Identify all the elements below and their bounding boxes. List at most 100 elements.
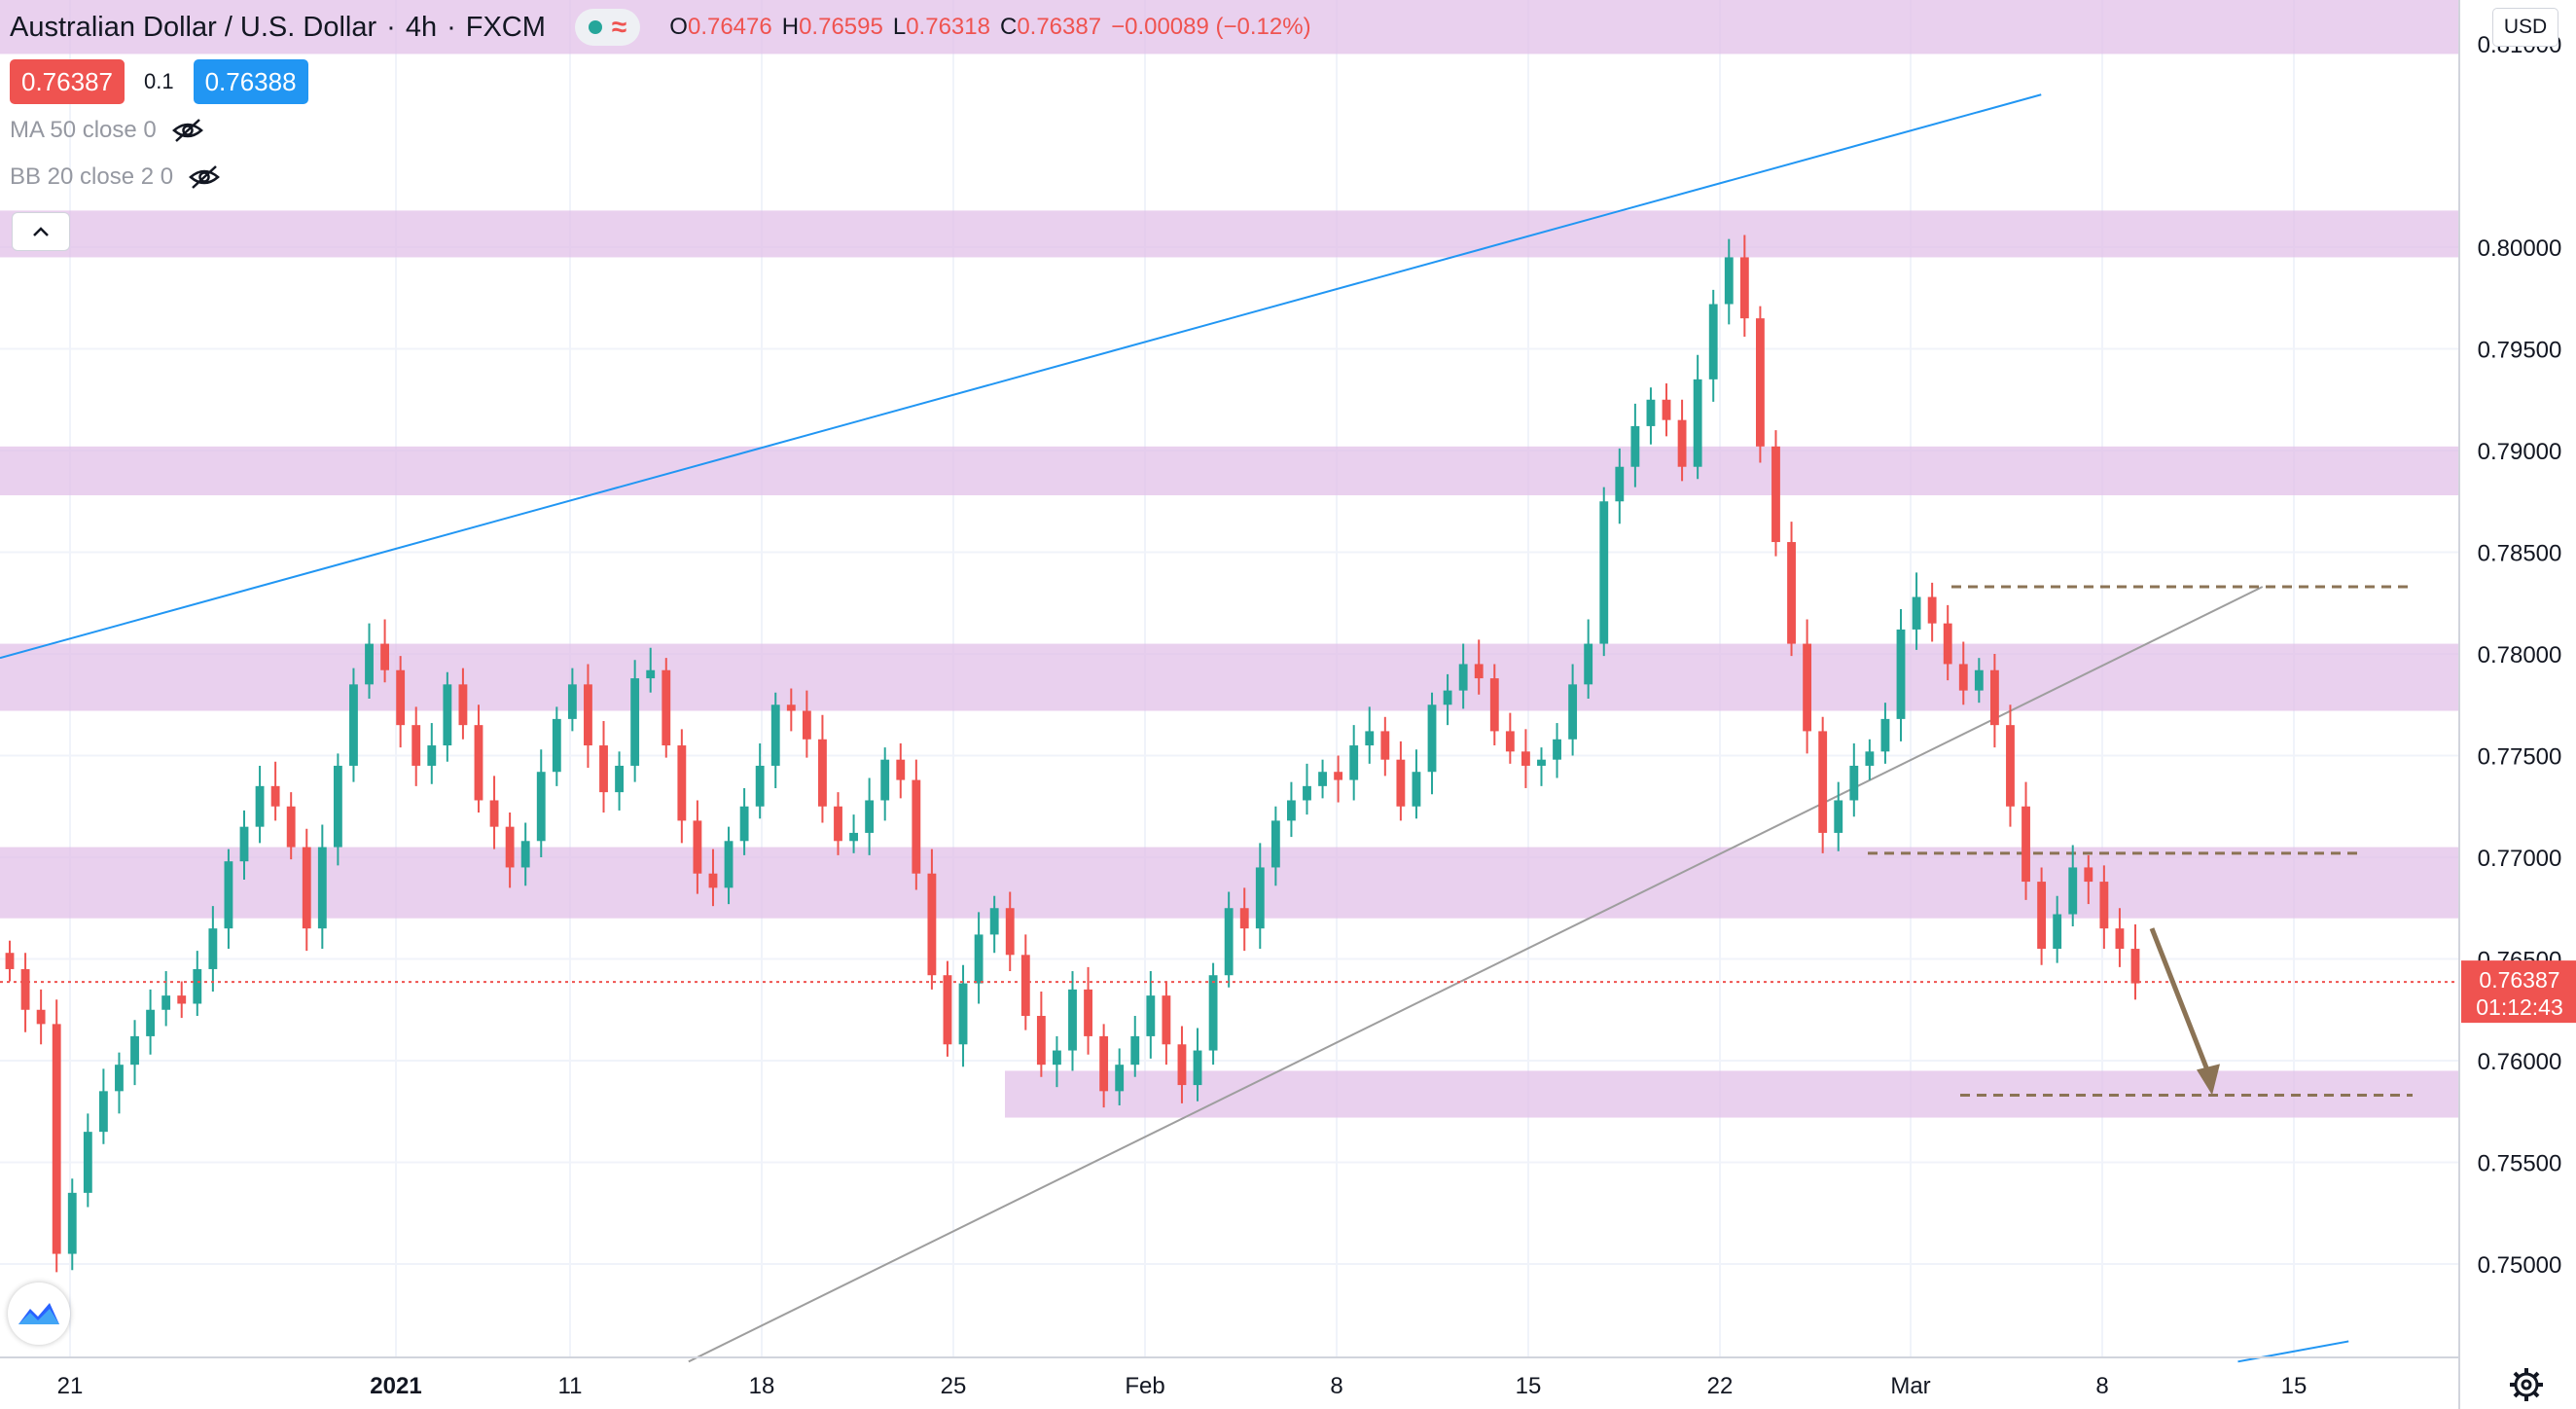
collapse-legend-button[interactable]: [12, 212, 70, 251]
candle-body: [1646, 399, 1656, 426]
buy-button[interactable]: 0.76388: [193, 59, 308, 104]
candle-body: [270, 785, 280, 807]
candle-body: [739, 806, 749, 842]
open-value: 0.76476: [687, 14, 772, 40]
market-open-icon: [588, 20, 602, 34]
candle-body: [1943, 623, 1952, 665]
candle-body: [1099, 1035, 1109, 1092]
price-tick-label: 0.77000: [2478, 846, 2562, 872]
candle-body: [1599, 501, 1609, 644]
candle-body: [1380, 731, 1390, 760]
candle-body: [505, 826, 515, 868]
candle-body: [83, 1132, 92, 1193]
candle-body: [615, 765, 624, 793]
eye-off-icon[interactable]: [187, 163, 222, 191]
time-tick-label: Feb: [1125, 1373, 1164, 1399]
candle-body: [770, 704, 780, 766]
candle-body: [708, 873, 718, 888]
price-zone: [0, 643, 2459, 711]
candle-body: [1318, 772, 1327, 786]
last-price-value: 0.76387: [2479, 967, 2559, 993]
change-value: −0.00089 (−0.12%): [1111, 14, 1311, 40]
chevron-up-icon: [33, 227, 49, 236]
candle-body: [2115, 928, 2125, 950]
candle-body: [333, 765, 342, 848]
candle-body: [818, 739, 827, 807]
price-tick-label: 0.79500: [2478, 338, 2562, 364]
tradingview-logo-icon[interactable]: [8, 1283, 70, 1345]
candle-body: [1505, 731, 1515, 752]
last-price-badge: [2461, 960, 2576, 1024]
time-tick-label: 15: [1516, 1373, 1542, 1399]
candle-body: [52, 1024, 61, 1254]
price-tick-label: 0.76000: [2478, 1049, 2562, 1075]
eye-off-icon[interactable]: [170, 117, 205, 144]
arrow-shaft: [2149, 927, 2213, 1079]
price-tick-label: 0.80000: [2478, 235, 2562, 262]
candle-body: [974, 934, 984, 984]
candle-body: [1755, 318, 1765, 447]
indicator-ma[interactable]: MA 50 close 0: [10, 117, 205, 144]
candle-body: [599, 745, 608, 793]
symbol-name[interactable]: Australian Dollar / U.S. Dollar: [10, 11, 377, 43]
time-tick-label: 8: [2095, 1373, 2108, 1399]
candle-body: [115, 1065, 124, 1092]
market-status[interactable]: ≈: [574, 9, 641, 46]
candle-body: [646, 669, 656, 679]
candle-body: [1615, 466, 1625, 502]
candle-body: [896, 759, 906, 780]
candle-body: [1349, 745, 1359, 780]
candle-body: [1053, 1050, 1061, 1066]
time-tick-label: 11: [558, 1373, 583, 1399]
candle-body: [1458, 664, 1468, 691]
candle-body: [693, 820, 702, 874]
gear-icon[interactable]: [2507, 1365, 2546, 1404]
candle-body: [2068, 867, 2078, 915]
candlestick-series: [5, 235, 2140, 1273]
candle-body: [208, 928, 218, 969]
candle-body: [1724, 257, 1734, 305]
candle-body: [958, 983, 968, 1045]
candle-body: [755, 765, 765, 807]
candle-body: [1708, 304, 1718, 379]
candle-body: [1334, 772, 1343, 780]
low-value: 0.76318: [906, 14, 990, 40]
exchange: FXCM: [465, 11, 546, 43]
candle-body: [849, 832, 858, 842]
candle-body: [724, 841, 733, 888]
candle-body: [1553, 739, 1561, 760]
candle-body: [1396, 759, 1406, 807]
candle-body: [36, 1009, 46, 1025]
candle-body: [161, 995, 171, 1010]
candle-body: [1818, 731, 1828, 833]
spread-value: 0.1: [143, 69, 174, 93]
indicator-bb[interactable]: BB 20 close 2 0: [10, 163, 222, 191]
candle-body: [1270, 820, 1280, 868]
bar-countdown: 01:12:43: [2476, 994, 2563, 1020]
candle-body: [1584, 643, 1593, 685]
candle-body: [177, 995, 187, 1004]
price-zone: [0, 210, 2459, 258]
candle-body: [458, 684, 468, 726]
candle-body: [880, 759, 890, 801]
sell-button[interactable]: 0.76387: [10, 59, 125, 104]
candle-body: [927, 873, 937, 976]
candle-body: [1084, 989, 1092, 1036]
time-tick-label: 2021: [370, 1373, 421, 1399]
candle-body: [1005, 908, 1015, 956]
candle-body: [1927, 596, 1937, 624]
currency-selector[interactable]: USD: [2492, 8, 2558, 47]
interval[interactable]: 4h: [405, 11, 438, 43]
candle-body: [1303, 785, 1311, 801]
time-tick-label: 18: [749, 1373, 775, 1399]
candle-body: [1880, 718, 1890, 752]
candle-body: [677, 745, 687, 821]
candle-body: [427, 745, 437, 766]
candle-body: [2037, 882, 2047, 950]
candle-body: [1068, 989, 1077, 1051]
wave-icon: ≈: [611, 12, 627, 42]
candle-body: [5, 953, 15, 969]
candle-body: [411, 725, 421, 766]
candle-body: [1662, 399, 1671, 420]
